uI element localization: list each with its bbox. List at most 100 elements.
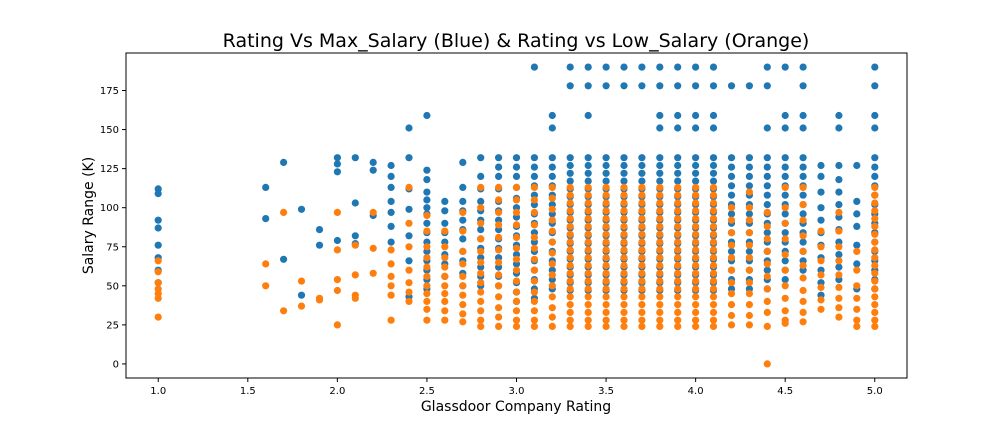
data-point-s0-66 xyxy=(459,197,467,205)
y-axis-label: Salary Range (K) xyxy=(81,157,97,274)
data-point-s0-280 xyxy=(674,161,682,170)
data-point-s1-291 xyxy=(709,183,718,191)
data-point-s1-97 xyxy=(512,183,521,191)
data-point-s1-377 xyxy=(835,271,843,279)
data-point-s0-426 xyxy=(817,172,825,180)
data-point-s1-52 xyxy=(441,243,449,251)
data-point-s1-309 xyxy=(709,322,718,330)
data-point-s0-90 xyxy=(495,172,503,180)
data-point-s1-304 xyxy=(709,285,718,293)
data-point-s1-386 xyxy=(853,305,861,313)
data-point-s1-229 xyxy=(638,293,646,301)
data-point-s1-232 xyxy=(638,316,646,324)
data-point-s1-184 xyxy=(602,238,610,246)
data-point-s1-238 xyxy=(656,215,664,223)
data-point-s0-46 xyxy=(423,204,431,212)
data-point-s1-17 xyxy=(333,276,341,284)
data-point-s1-67 xyxy=(459,291,467,299)
data-point-s0-326 xyxy=(709,177,718,185)
data-point-s0-65 xyxy=(459,183,467,191)
data-point-s0-22 xyxy=(351,232,359,240)
data-point-s1-173 xyxy=(584,301,592,309)
data-point-s1-389 xyxy=(871,183,879,191)
data-point-s1-329 xyxy=(745,290,754,298)
data-point-s0-376 xyxy=(763,154,771,162)
data-point-s1-133 xyxy=(548,271,556,279)
data-point-s1-325 xyxy=(745,241,754,249)
data-point-s1-344 xyxy=(781,183,789,191)
data-point-s1-34 xyxy=(405,219,413,227)
data-point-s1-288 xyxy=(692,308,700,316)
data-point-s1-366 xyxy=(817,227,825,235)
data-point-s0-89 xyxy=(495,163,503,171)
data-point-s1-177 xyxy=(602,183,610,191)
data-point-s0-456 xyxy=(871,82,879,90)
data-point-s0-27 xyxy=(387,161,395,170)
data-point-s1-138 xyxy=(548,322,556,330)
data-point-s1-90 xyxy=(495,258,503,266)
data-point-s1-285 xyxy=(692,285,700,293)
data-point-s1-105 xyxy=(512,277,521,285)
data-point-s1-103 xyxy=(512,255,521,263)
data-point-s0-214 xyxy=(620,82,628,90)
data-point-s0-218 xyxy=(620,177,628,185)
data-point-s1-26 xyxy=(369,269,377,277)
data-point-s1-91 xyxy=(495,271,503,279)
data-point-s1-226 xyxy=(638,269,646,277)
data-point-s1-165 xyxy=(584,238,592,246)
data-point-s1-201 xyxy=(620,222,628,230)
data-point-s1-60 xyxy=(441,316,449,324)
data-point-s1-306 xyxy=(709,301,718,309)
data-point-s0-34 xyxy=(405,124,413,132)
data-point-s1-399 xyxy=(871,261,879,270)
data-point-s1-373 xyxy=(835,208,843,216)
data-point-s1-23 xyxy=(351,294,359,302)
data-point-s1-179 xyxy=(602,199,610,207)
data-point-s1-269 xyxy=(674,308,682,316)
data-point-s1-314 xyxy=(727,254,736,262)
data-point-s1-14 xyxy=(315,296,324,304)
data-point-s1-297 xyxy=(709,230,718,238)
data-point-s1-270 xyxy=(674,316,682,324)
data-point-s0-195 xyxy=(602,154,610,162)
data-point-s0-416 xyxy=(799,191,807,199)
data-point-s0-153 xyxy=(566,82,574,90)
data-point-s1-120 xyxy=(530,288,539,296)
data-point-s0-343 xyxy=(727,163,736,171)
data-point-s0-441 xyxy=(835,201,843,209)
x-tick-label: 4.5 xyxy=(777,386,793,397)
data-point-s1-403 xyxy=(871,293,879,301)
data-point-s0-323 xyxy=(709,154,718,162)
data-point-s1-233 xyxy=(638,322,646,330)
data-point-s1-72 xyxy=(477,204,485,212)
data-point-s1-125 xyxy=(548,183,556,191)
data-point-s1-68 xyxy=(459,301,467,309)
chart-title: Rating Vs Max_Salary (Blue) & Rating vs … xyxy=(223,30,810,52)
data-point-s1-284 xyxy=(692,277,700,285)
data-point-s1-375 xyxy=(835,243,843,251)
data-point-s0-384 xyxy=(763,229,771,237)
data-point-s0-255 xyxy=(656,111,664,120)
data-point-s1-83 xyxy=(477,322,485,330)
data-point-s0-45 xyxy=(423,196,431,204)
data-point-s0-57 xyxy=(441,207,449,215)
data-point-s1-167 xyxy=(584,254,592,262)
data-point-s1-282 xyxy=(692,261,700,270)
data-point-s1-234 xyxy=(656,183,664,191)
data-point-s1-18 xyxy=(333,286,341,295)
data-point-s1-75 xyxy=(477,247,485,255)
data-point-s1-130 xyxy=(548,238,556,246)
data-point-s1-57 xyxy=(441,290,449,298)
data-point-s1-381 xyxy=(835,313,843,321)
data-point-s0-120 xyxy=(530,163,539,171)
data-point-s0-396 xyxy=(781,172,789,180)
data-point-s1-169 xyxy=(584,269,592,277)
data-point-s0-10 xyxy=(280,158,288,166)
data-point-s0-193 xyxy=(602,63,610,71)
data-point-s1-390 xyxy=(871,191,879,199)
data-point-s1-256 xyxy=(674,207,682,215)
data-point-s1-81 xyxy=(477,307,485,315)
data-point-s1-144 xyxy=(566,222,574,230)
data-point-s0-374 xyxy=(763,82,771,90)
data-point-s1-227 xyxy=(638,277,646,285)
